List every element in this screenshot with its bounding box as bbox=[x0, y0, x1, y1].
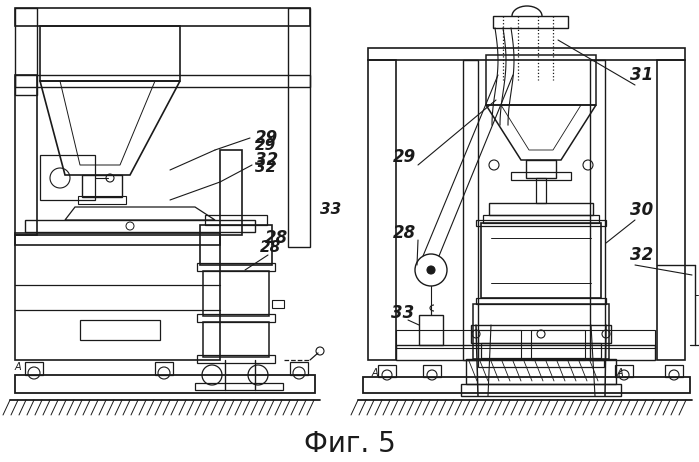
Bar bbox=[476, 220, 606, 226]
Bar bbox=[205, 215, 267, 225]
Bar bbox=[15, 8, 310, 26]
Bar bbox=[363, 377, 690, 393]
Bar bbox=[15, 233, 220, 245]
Circle shape bbox=[427, 266, 435, 274]
Bar bbox=[423, 365, 441, 377]
Bar bbox=[665, 365, 683, 377]
Bar bbox=[657, 60, 685, 360]
Bar bbox=[15, 235, 220, 360]
Bar bbox=[478, 359, 604, 367]
Bar bbox=[511, 172, 571, 180]
Bar bbox=[40, 26, 180, 81]
Bar bbox=[288, 8, 310, 247]
Text: 33: 33 bbox=[391, 304, 415, 322]
Bar bbox=[40, 155, 95, 200]
Bar bbox=[419, 315, 443, 345]
Text: A: A bbox=[372, 368, 378, 378]
Bar bbox=[15, 375, 315, 393]
Bar bbox=[615, 365, 633, 377]
Text: 29: 29 bbox=[393, 148, 416, 166]
Text: 28: 28 bbox=[265, 229, 288, 247]
Text: 32: 32 bbox=[630, 246, 654, 264]
Bar bbox=[25, 362, 43, 375]
Text: 33: 33 bbox=[320, 202, 341, 218]
Bar bbox=[493, 16, 568, 28]
Bar bbox=[78, 196, 126, 204]
Bar bbox=[15, 75, 310, 87]
Bar bbox=[82, 175, 122, 197]
Bar bbox=[272, 300, 284, 308]
Bar bbox=[200, 225, 272, 265]
Text: 31: 31 bbox=[630, 66, 654, 84]
Bar bbox=[486, 55, 596, 105]
Bar bbox=[197, 355, 275, 363]
Bar bbox=[590, 60, 605, 360]
Bar bbox=[368, 60, 396, 360]
Bar bbox=[290, 362, 308, 375]
Bar bbox=[15, 8, 37, 95]
Bar bbox=[197, 314, 275, 322]
Bar bbox=[531, 330, 585, 360]
Bar bbox=[203, 271, 269, 316]
Bar bbox=[203, 322, 269, 357]
Bar bbox=[197, 263, 275, 271]
Bar bbox=[466, 359, 616, 384]
Bar bbox=[463, 60, 478, 360]
Bar bbox=[483, 215, 599, 223]
Bar bbox=[471, 325, 611, 343]
Bar bbox=[461, 384, 621, 396]
Bar bbox=[25, 220, 255, 232]
Text: 32: 32 bbox=[255, 151, 278, 169]
Bar bbox=[378, 365, 396, 377]
Text: 32: 32 bbox=[255, 160, 276, 176]
Text: 30: 30 bbox=[630, 201, 654, 219]
Bar bbox=[195, 383, 283, 390]
Bar bbox=[481, 223, 601, 298]
Text: 29: 29 bbox=[255, 129, 278, 147]
Bar bbox=[15, 75, 37, 235]
Text: 28: 28 bbox=[393, 224, 416, 242]
Bar bbox=[481, 343, 601, 358]
Bar bbox=[396, 345, 655, 360]
Text: A: A bbox=[15, 362, 21, 372]
Bar bbox=[489, 203, 593, 215]
Bar bbox=[536, 178, 546, 203]
Text: 28: 28 bbox=[260, 241, 281, 255]
Bar bbox=[80, 320, 160, 340]
Bar bbox=[368, 48, 685, 60]
Bar bbox=[220, 150, 242, 235]
Text: 29: 29 bbox=[255, 138, 276, 152]
Bar bbox=[478, 330, 521, 360]
Bar bbox=[473, 304, 609, 359]
Bar bbox=[526, 160, 556, 178]
Bar bbox=[476, 298, 606, 304]
Bar bbox=[155, 362, 173, 375]
Text: Фиг. 5: Фиг. 5 bbox=[303, 430, 396, 458]
Bar bbox=[396, 330, 655, 348]
Text: A: A bbox=[617, 368, 624, 378]
